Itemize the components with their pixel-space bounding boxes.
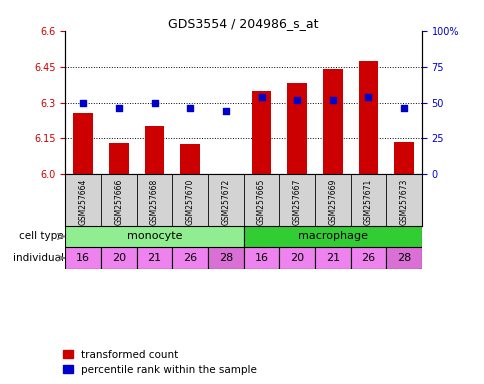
- Text: 21: 21: [325, 253, 339, 263]
- Text: GSM257669: GSM257669: [328, 179, 337, 225]
- Text: monocyte: monocyte: [127, 232, 182, 242]
- Text: GSM257666: GSM257666: [114, 179, 123, 225]
- Text: GSM257665: GSM257665: [257, 179, 266, 225]
- Text: GSM257671: GSM257671: [363, 179, 372, 225]
- Point: [186, 105, 194, 111]
- Title: GDS3554 / 204986_s_at: GDS3554 / 204986_s_at: [168, 17, 318, 30]
- Bar: [358, 61, 378, 174]
- Bar: [251, 91, 271, 174]
- Text: 26: 26: [183, 253, 197, 263]
- Text: GSM257667: GSM257667: [292, 179, 301, 225]
- Text: GSM257670: GSM257670: [185, 179, 195, 225]
- Bar: [243, 247, 279, 269]
- Text: GSM257673: GSM257673: [399, 179, 408, 225]
- Bar: [65, 226, 243, 247]
- Point: [222, 108, 229, 114]
- Point: [79, 99, 87, 106]
- Text: GSM257672: GSM257672: [221, 179, 230, 225]
- Text: 28: 28: [396, 253, 410, 263]
- Bar: [243, 226, 421, 247]
- Text: 21: 21: [147, 253, 161, 263]
- Text: GSM257668: GSM257668: [150, 179, 159, 225]
- Text: 20: 20: [289, 253, 303, 263]
- Point: [257, 94, 265, 100]
- Point: [399, 105, 407, 111]
- Text: 16: 16: [254, 253, 268, 263]
- Bar: [279, 247, 314, 269]
- Text: individual: individual: [13, 253, 63, 263]
- Bar: [385, 247, 421, 269]
- Text: macrophage: macrophage: [297, 232, 367, 242]
- Bar: [145, 126, 164, 174]
- Bar: [350, 247, 385, 269]
- Bar: [101, 247, 136, 269]
- Text: GSM257664: GSM257664: [78, 179, 88, 225]
- Text: 26: 26: [361, 253, 375, 263]
- Bar: [74, 113, 93, 174]
- Bar: [322, 69, 342, 174]
- Bar: [314, 247, 350, 269]
- Text: cell type: cell type: [19, 232, 63, 242]
- Bar: [65, 247, 101, 269]
- Bar: [287, 83, 306, 174]
- Bar: [180, 144, 199, 174]
- Text: 20: 20: [112, 253, 126, 263]
- Bar: [172, 247, 208, 269]
- Text: 16: 16: [76, 253, 90, 263]
- Point: [328, 97, 336, 103]
- Point: [151, 99, 158, 106]
- Text: 28: 28: [218, 253, 232, 263]
- Point: [293, 97, 301, 103]
- Bar: [109, 143, 128, 174]
- Legend: transformed count, percentile rank within the sample: transformed count, percentile rank withi…: [63, 350, 257, 375]
- Bar: [393, 142, 413, 174]
- Bar: [208, 247, 243, 269]
- Point: [364, 94, 372, 100]
- Point: [115, 105, 122, 111]
- Bar: [136, 247, 172, 269]
